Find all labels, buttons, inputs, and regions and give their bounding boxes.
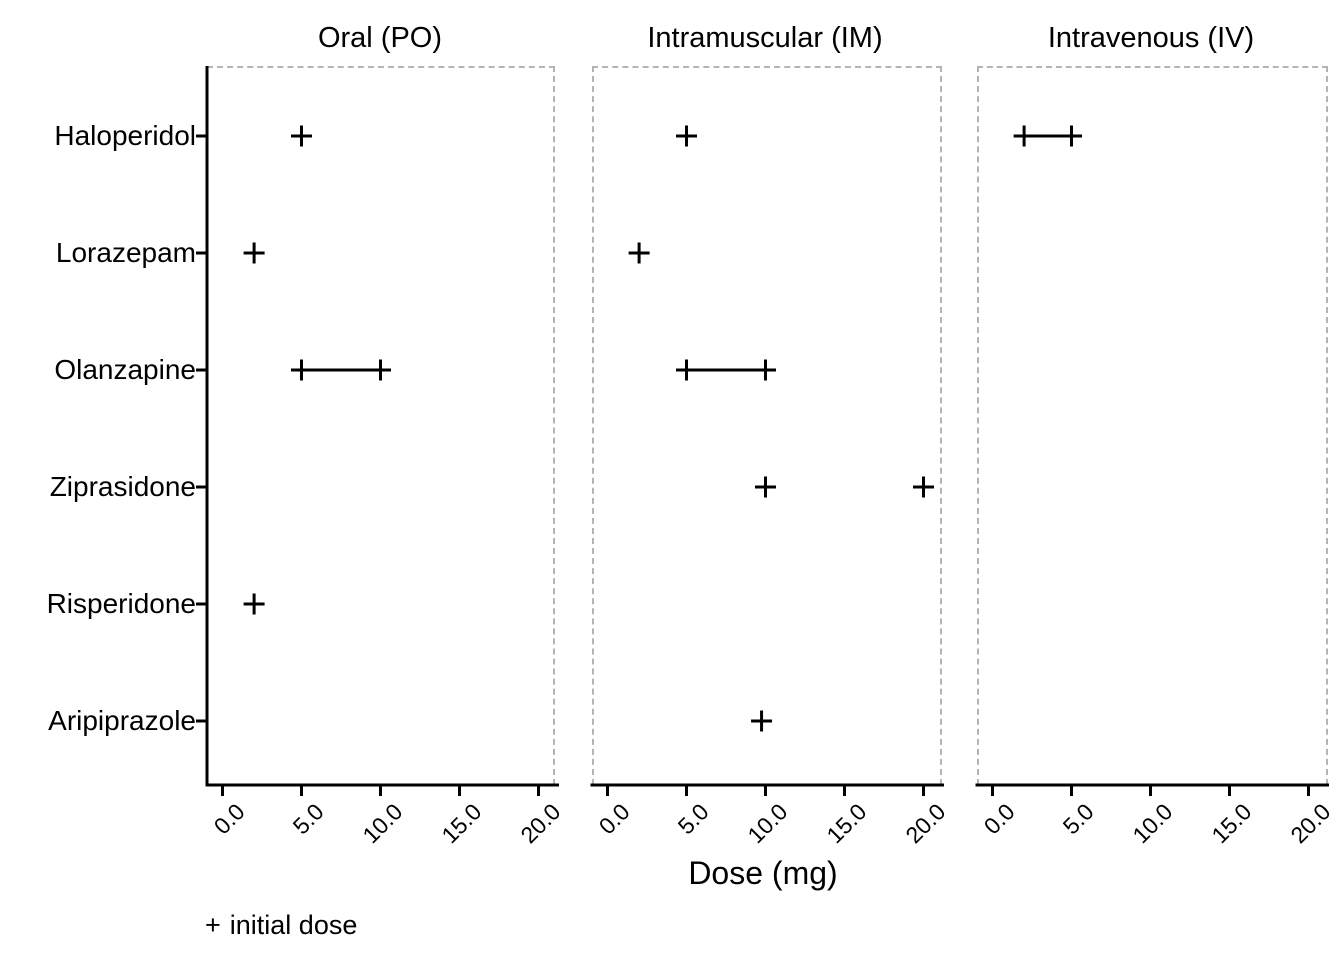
legend-label: initial dose xyxy=(229,910,358,940)
facet-title-oral: Oral (PO) xyxy=(317,22,443,54)
facet-title-intramuscular: Intramuscular (IM) xyxy=(647,22,883,54)
y-tick-label-risperidone: Risperidone xyxy=(46,588,196,619)
panel-frame-intravenous xyxy=(977,66,1328,785)
y-tick-label-olanzapine: Olanzapine xyxy=(54,354,196,385)
panel-frame-oral xyxy=(207,66,555,785)
facet-title-intravenous: Intravenous (IV) xyxy=(1047,22,1255,54)
plus-marker-icon: + xyxy=(205,910,221,940)
x-axis-label: Dose (mg) xyxy=(688,855,838,891)
y-tick-label-lorazepam: Lorazepam xyxy=(55,237,196,268)
y-tick-label-aripiprazole: Aripiprazole xyxy=(48,705,196,736)
y-tick-label-ziprasidone: Ziprasidone xyxy=(49,471,196,502)
y-tick-label-haloperidol: Haloperidol xyxy=(54,120,196,151)
legend: + initial dose xyxy=(205,909,357,941)
panel-frame-intramuscular xyxy=(592,66,942,785)
